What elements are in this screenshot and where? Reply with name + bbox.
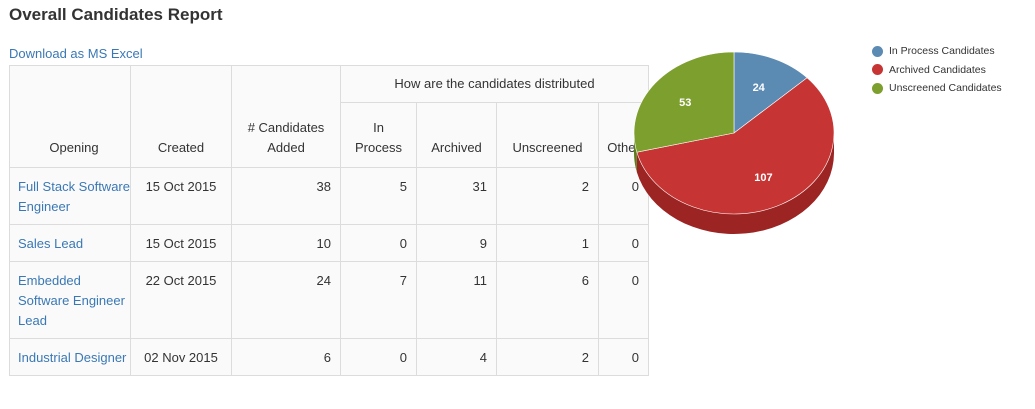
added-cell: 10 bbox=[231, 224, 341, 262]
unscreened-cell: 6 bbox=[496, 261, 599, 339]
pie-side-archived-candidates bbox=[636, 133, 834, 234]
unscreened-cell: 1 bbox=[496, 224, 599, 262]
added-cell: 24 bbox=[231, 261, 341, 339]
header-candidates-added[interactable]: # Candidates Added bbox=[231, 65, 341, 168]
pie-slice-unscreened-candidates[interactable] bbox=[633, 51, 735, 153]
legend-swatch bbox=[872, 64, 883, 76]
archived-cell: 31 bbox=[416, 167, 497, 225]
table-row: Full Stack Software Engineer 15 Oct 2015… bbox=[9, 167, 649, 225]
legend-swatch bbox=[872, 45, 883, 57]
opening-link[interactable]: Industrial Designer bbox=[18, 350, 127, 365]
header-in-process-label: In Process bbox=[355, 120, 402, 155]
pie-data-label: 53 bbox=[679, 97, 691, 109]
legend-swatch bbox=[872, 82, 883, 94]
opening-link[interactable]: Embedded Software Engineer Lead bbox=[18, 273, 125, 328]
chart-legend: In Process Candidates Archived Candidates… bbox=[872, 42, 1002, 98]
header-distribution-group: How are the candidates distributed bbox=[340, 65, 649, 103]
opening-cell: Industrial Designer bbox=[9, 338, 131, 376]
created-cell: 15 Oct 2015 bbox=[130, 167, 232, 225]
candidates-table: Opening Created # Candidates Added How a… bbox=[9, 65, 649, 376]
table-row: Industrial Designer 02 Nov 2015 6 0 4 2 … bbox=[9, 338, 649, 376]
created-cell: 22 Oct 2015 bbox=[130, 261, 232, 339]
archived-cell: 4 bbox=[416, 338, 497, 376]
header-unscreened[interactable]: Unscreened bbox=[496, 102, 599, 168]
added-cell: 6 bbox=[231, 338, 341, 376]
legend-item-in-process-candidates[interactable]: In Process Candidates bbox=[872, 42, 1002, 61]
unscreened-cell: 2 bbox=[496, 167, 599, 225]
pie-data-label: 107 bbox=[754, 172, 772, 184]
opening-cell: Embedded Software Engineer Lead bbox=[9, 261, 131, 339]
pie-slice-archived-candidates[interactable] bbox=[636, 77, 835, 215]
archived-cell: 9 bbox=[416, 224, 497, 262]
download-excel-link[interactable]: Download as MS Excel bbox=[9, 46, 143, 61]
pie-slice-in-process-candidates[interactable] bbox=[733, 51, 808, 134]
candidates-pie-chart: 24 107 53 bbox=[633, 51, 835, 234]
legend-item-archived-candidates[interactable]: Archived Candidates bbox=[872, 61, 1002, 80]
opening-cell: Sales Lead bbox=[9, 224, 131, 262]
legend-label: In Process Candidates bbox=[889, 45, 995, 58]
header-opening[interactable]: Opening bbox=[9, 65, 131, 168]
other-cell: 0 bbox=[598, 338, 649, 376]
archived-cell: 11 bbox=[416, 261, 497, 339]
in-process-cell: 0 bbox=[340, 338, 417, 376]
added-cell: 38 bbox=[231, 167, 341, 225]
page-title: Overall Candidates Report bbox=[9, 5, 223, 24]
header-archived[interactable]: Archived bbox=[416, 102, 497, 168]
table-row: Sales Lead 15 Oct 2015 10 0 9 1 0 bbox=[9, 224, 649, 262]
created-cell: 15 Oct 2015 bbox=[130, 224, 232, 262]
other-cell: 0 bbox=[598, 261, 649, 339]
table-row: Embedded Software Engineer Lead 22 Oct 2… bbox=[9, 261, 649, 339]
header-candidates-added-label: # Candidates Added bbox=[247, 120, 325, 155]
in-process-cell: 0 bbox=[340, 224, 417, 262]
legend-item-unscreened-candidates[interactable]: Unscreened Candidates bbox=[872, 79, 1002, 98]
header-created[interactable]: Created bbox=[130, 65, 232, 168]
in-process-cell: 7 bbox=[340, 261, 417, 339]
opening-link[interactable]: Full Stack Software Engineer bbox=[18, 179, 130, 214]
created-cell: 02 Nov 2015 bbox=[130, 338, 232, 376]
legend-label: Unscreened Candidates bbox=[889, 82, 1002, 95]
header-in-process[interactable]: In Process bbox=[340, 102, 417, 168]
in-process-cell: 5 bbox=[340, 167, 417, 225]
opening-cell: Full Stack Software Engineer bbox=[9, 167, 131, 225]
other-cell: 0 bbox=[598, 224, 649, 262]
unscreened-cell: 2 bbox=[496, 338, 599, 376]
legend-label: Archived Candidates bbox=[889, 63, 986, 76]
opening-link[interactable]: Sales Lead bbox=[18, 236, 84, 251]
pie-data-label: 24 bbox=[753, 82, 766, 94]
